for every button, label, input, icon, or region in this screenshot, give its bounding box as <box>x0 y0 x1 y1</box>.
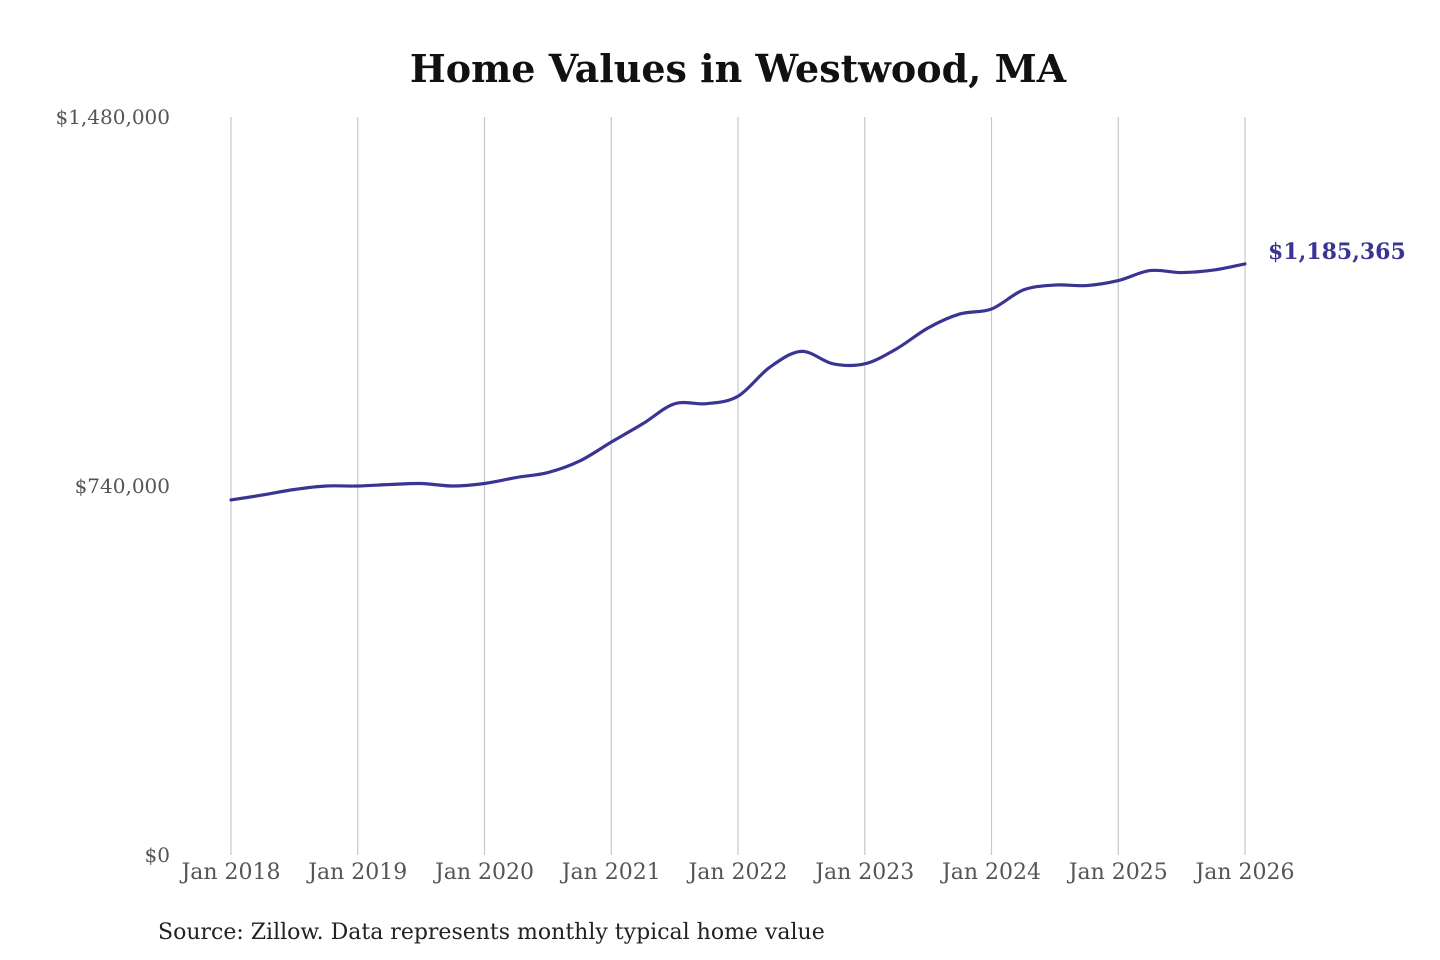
x-tick-label: Jan 2019 <box>306 860 407 885</box>
series-layer <box>229 262 1247 502</box>
x-axis-ticks: Jan 2018 Jan 2019 Jan 2020 Jan 2021 Jan 2022… <box>179 860 1294 885</box>
x-tick-label: Jan 2023 <box>813 860 914 885</box>
chart-title: Home Values in Westwood, MA <box>410 46 1067 91</box>
y-tick-label: $740,000 <box>75 474 170 498</box>
grid-lines <box>230 117 1246 855</box>
x-tick-label: Jan 2020 <box>433 860 534 885</box>
x-tick-label: Jan 2018 <box>179 860 280 885</box>
y-tick-label: $0 <box>145 843 170 867</box>
end-value-label: $1,185,365 <box>1268 239 1406 265</box>
x-tick-label: Jan 2025 <box>1067 860 1168 885</box>
x-tick-label: Jan 2024 <box>940 860 1041 885</box>
y-tick-label: $1,480,000 <box>55 105 170 129</box>
x-tick-label: Jan 2022 <box>686 860 787 885</box>
y-axis-ticks: $1,480,000 $740,000 $0 <box>55 105 170 867</box>
x-tick-label: Jan 2021 <box>560 860 661 885</box>
x-tick-label: Jan 2026 <box>1193 860 1294 885</box>
series-line <box>229 262 1247 502</box>
source-note: Source: Zillow. Data represents monthly … <box>158 920 825 945</box>
